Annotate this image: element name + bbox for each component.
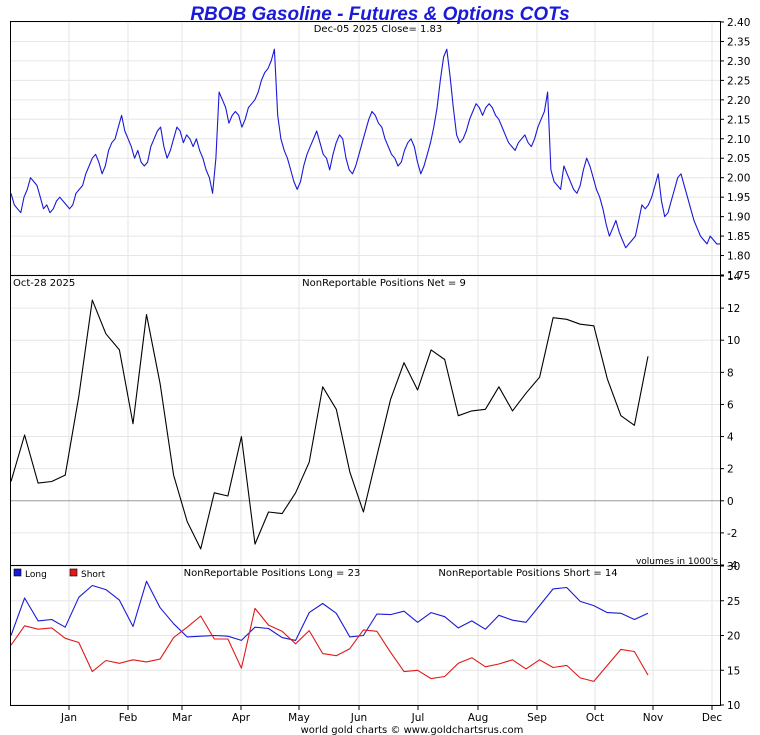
value-tick-label: 2: [727, 464, 734, 476]
short-panel-label: NonReportable Positions Short = 14: [438, 568, 617, 579]
value-tick-label: 2.00: [727, 173, 750, 185]
value-tick-label: 8: [727, 367, 734, 379]
legend-long-swatch: [13, 568, 22, 577]
value-tick-label: 2.40: [727, 17, 750, 29]
value-tick-label: 1.85: [727, 231, 750, 243]
month-label: Oct: [586, 712, 604, 724]
legend-short-swatch: [69, 568, 78, 577]
value-tick-label: 25: [727, 596, 740, 608]
short-positions-line: [10, 607, 649, 682]
price-line: [10, 48, 720, 249]
month-label: Dec: [702, 712, 723, 724]
value-tick-label: 10: [727, 700, 740, 712]
value-tick-label: 2.35: [727, 36, 750, 48]
value-tick-label: 20: [727, 631, 740, 643]
marks-layer: [10, 48, 720, 682]
value-tick-label: 2.20: [727, 95, 750, 107]
value-tick-label: 12: [727, 303, 740, 315]
net-panel-frame: [10, 275, 721, 566]
value-tick-label: 15: [727, 665, 740, 677]
month-label: Nov: [643, 712, 664, 724]
month-label: Jul: [411, 712, 425, 724]
value-tick-label: 1.90: [727, 212, 750, 224]
value-tick-label: 0: [727, 496, 734, 508]
month-label: Jun: [350, 712, 367, 724]
chart-title: RBOB Gasoline - Futures & Options COTs: [190, 4, 569, 25]
value-tick-label: 2.30: [727, 56, 750, 68]
month-label: Feb: [119, 712, 138, 724]
legend-long-label: Long: [25, 570, 47, 580]
value-tick-label: 2.05: [727, 153, 750, 165]
long-positions-line: [10, 580, 649, 641]
value-tick-label: 2.10: [727, 134, 750, 146]
net-positions-line: [10, 299, 649, 550]
value-tick-label: -4: [727, 560, 738, 572]
month-label: Aug: [468, 712, 489, 724]
grid-layer: [11, 21, 720, 706]
ticks-layer: Jan Feb Mar Apr May Jun Jul Aug Sep Oct Nov Dec 2.40…: [60, 17, 750, 724]
value-tick-label: 2.15: [727, 114, 750, 126]
month-label: Mar: [172, 712, 192, 724]
value-tick-label: 2.25: [727, 75, 750, 87]
value-tick-label: 1.80: [727, 251, 750, 263]
value-tick-label: 30: [727, 561, 740, 573]
value-tick-label: 1.95: [727, 192, 750, 204]
price-subtitle: Dec-05 2025 Close= 1.83: [314, 24, 443, 35]
long-panel-label: NonReportable Positions Long = 23: [184, 568, 361, 579]
month-label: Sep: [527, 712, 547, 724]
value-tick-label: 14: [727, 271, 741, 283]
value-tick-label: 4: [727, 432, 734, 444]
value-tick-label: -2: [727, 528, 737, 540]
value-tick-label: 10: [727, 335, 740, 347]
value-tick-label: 6: [727, 399, 734, 411]
volumes-note: volumes in 1000's: [636, 557, 718, 567]
net-panel-label: NonReportable Positions Net = 9: [302, 278, 466, 289]
footer-credit: world gold charts © www.goldchartsrus.co…: [301, 725, 524, 735]
price-panel-frame: [10, 21, 721, 276]
month-label: Apr: [232, 712, 251, 724]
month-label: May: [288, 712, 310, 724]
legend-short-label: Short: [81, 570, 106, 580]
value-tick-label: 1.75: [727, 270, 750, 282]
net-date-label: Oct-28 2025: [13, 278, 75, 289]
month-label: Jan: [60, 712, 77, 724]
